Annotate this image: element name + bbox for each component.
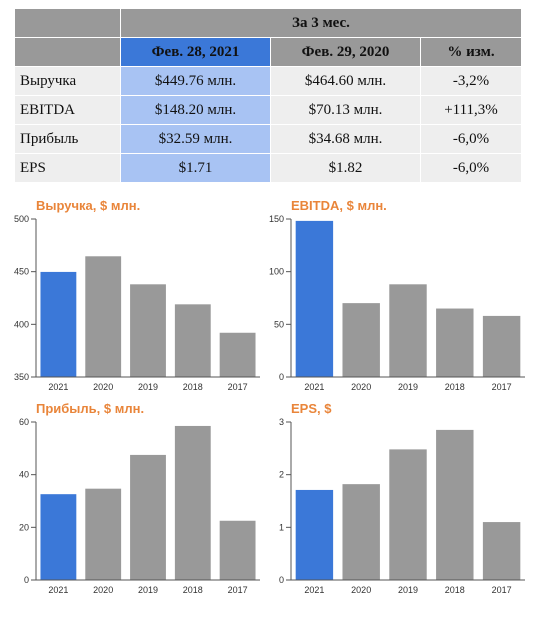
row-change-value: -6,0% <box>420 124 522 154</box>
bar-2019 <box>389 449 427 580</box>
bar-2019 <box>130 284 166 377</box>
row-label: Прибыль <box>14 124 121 154</box>
x-tick-label: 2020 <box>93 382 113 392</box>
row-label: EBITDA <box>14 95 121 125</box>
bar-2019 <box>389 284 427 377</box>
x-tick-label: 2020 <box>351 585 371 595</box>
results-table: За 3 мес. Фев. 28, 2021 Фев. 29, 2020 % … <box>14 8 522 183</box>
bar-2021 <box>295 220 334 377</box>
column-header-current: Фев. 28, 2021 <box>120 37 271 67</box>
row-current-value: $148.20 млн. <box>120 95 271 125</box>
x-tick-label: 2019 <box>398 585 418 595</box>
column-header-previous: Фев. 29, 2020 <box>270 37 421 67</box>
bar-2020 <box>85 256 122 377</box>
x-tick-label: 2020 <box>351 382 371 392</box>
eps-chart: EPS, $ 0 1 2 3 2021 2020 2019 2018 2017 <box>279 401 525 595</box>
bar-2017 <box>219 520 256 580</box>
revenue-chart: Выручка, $ млн. 350 400 450 500 2021 2020 2019 2… <box>14 198 260 392</box>
chart-title: Прибыль, $ млн. <box>36 401 144 416</box>
row-label: EPS <box>14 153 121 183</box>
x-tick-label: 2021 <box>304 585 324 595</box>
table-row-revenue: Выручка $449.76 млн. $464.60 млн. -3,2% <box>14 66 522 96</box>
y-tick-label: 60 <box>19 417 29 427</box>
bar-2018 <box>436 429 474 580</box>
x-tick-label: 2021 <box>304 382 324 392</box>
row-current-value: $1.71 <box>120 153 271 183</box>
y-tick-label: 2 <box>279 470 284 480</box>
x-tick-label: 2017 <box>228 382 248 392</box>
x-tick-label: 2017 <box>492 585 512 595</box>
chart-title: EPS, $ <box>291 401 332 416</box>
table-row-ebitda: EBITDA $148.20 млн. $70.13 млн. +111,3% <box>14 95 522 125</box>
x-tick-label: 2019 <box>398 382 418 392</box>
y-tick-label: 40 <box>19 470 29 480</box>
x-tick-label: 2018 <box>183 585 203 595</box>
y-tick-label: 0 <box>279 372 284 382</box>
row-change-value: -3,2% <box>420 66 522 96</box>
y-tick-label: 3 <box>279 417 284 427</box>
row-label: Выручка <box>14 66 121 96</box>
y-tick-label: 150 <box>269 214 284 224</box>
bar-2021 <box>40 271 77 377</box>
x-tick-label: 2019 <box>138 382 158 392</box>
table-row-eps: EPS $1.71 $1.82 -6,0% <box>14 153 522 183</box>
row-previous-value: $70.13 млн. <box>270 95 421 125</box>
row-previous-value: $1.82 <box>270 153 421 183</box>
chart-title: Выручка, $ млн. <box>36 198 140 213</box>
bar-2017 <box>482 315 521 377</box>
header-blank-cell-2 <box>14 37 121 67</box>
y-tick-label: 20 <box>19 522 29 532</box>
bar-2020 <box>342 484 380 580</box>
y-tick-label: 500 <box>14 214 29 224</box>
bar-2018 <box>174 304 211 377</box>
x-tick-label: 2021 <box>48 585 68 595</box>
table-header-row-columns: Фев. 28, 2021 Фев. 29, 2020 % изм. <box>14 37 522 67</box>
y-tick-label: 100 <box>269 267 284 277</box>
x-tick-label: 2021 <box>48 382 68 392</box>
bar-2017 <box>482 522 521 580</box>
y-tick-label: 400 <box>14 319 29 329</box>
bar-2019 <box>130 454 166 580</box>
row-current-value: $449.76 млн. <box>120 66 271 96</box>
chart-title: EBITDA, $ млн. <box>291 198 387 213</box>
row-previous-value: $34.68 млн. <box>270 124 421 154</box>
x-tick-label: 2018 <box>445 382 465 392</box>
profit-chart: Прибыль, $ млн. 0 20 40 60 2021 2020 2019 2018 20… <box>19 401 260 595</box>
bar-2017 <box>219 332 256 377</box>
bar-2021 <box>295 489 334 580</box>
y-tick-label: 0 <box>279 575 284 585</box>
y-tick-label: 450 <box>14 267 29 277</box>
bar-2018 <box>174 425 211 580</box>
row-previous-value: $464.60 млн. <box>270 66 421 96</box>
header-blank-cell <box>14 8 121 38</box>
x-tick-label: 2017 <box>492 382 512 392</box>
x-tick-label: 2019 <box>138 585 158 595</box>
bar-2021 <box>40 494 77 580</box>
x-tick-label: 2017 <box>228 585 248 595</box>
column-header-change: % изм. <box>420 37 522 67</box>
bar-2020 <box>85 488 122 580</box>
row-change-value: +111,3% <box>420 95 522 125</box>
x-tick-label: 2020 <box>93 585 113 595</box>
bar-2018 <box>436 308 474 377</box>
row-change-value: -6,0% <box>420 153 522 183</box>
y-tick-label: 0 <box>24 575 29 585</box>
ebitda-chart: EBITDA, $ млн. 0 50 100 150 2021 2020 2019 2018 2… <box>269 198 525 392</box>
x-tick-label: 2018 <box>445 585 465 595</box>
table-row-profit: Прибыль $32.59 млн. $34.68 млн. -6,0% <box>14 124 522 154</box>
x-tick-label: 2018 <box>183 382 203 392</box>
y-tick-label: 50 <box>274 319 284 329</box>
y-tick-label: 1 <box>279 522 284 532</box>
period-header: За 3 мес. <box>120 8 522 38</box>
table-header-row-period: За 3 мес. <box>14 8 522 38</box>
bar-2020 <box>342 303 380 377</box>
y-tick-label: 350 <box>14 372 29 382</box>
row-current-value: $32.59 млн. <box>120 124 271 154</box>
